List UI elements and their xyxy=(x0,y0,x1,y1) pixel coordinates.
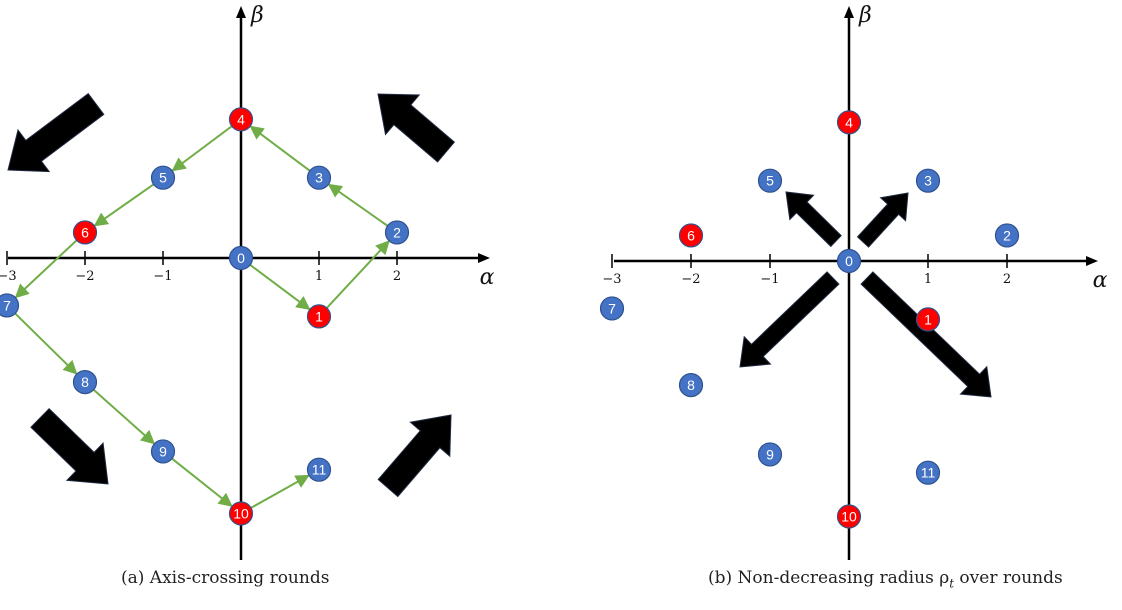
path-arrow-9-10 xyxy=(170,457,233,507)
beta-axis-arrowhead xyxy=(236,6,246,18)
node-0 xyxy=(836,248,862,274)
node-6 xyxy=(678,223,704,248)
node-label-11: 11 xyxy=(312,462,327,478)
node-label-9: 9 xyxy=(766,446,774,462)
radial-arrow-down-right xyxy=(860,271,992,398)
caption-b-text: (b) Non-decreasing radius ρ xyxy=(708,568,950,588)
node-6 xyxy=(72,220,98,245)
caption-b-subscript: t xyxy=(949,576,955,591)
path-arrow-7-8 xyxy=(14,312,78,375)
node-label-5: 5 xyxy=(766,173,774,189)
alpha-axis-arrowhead xyxy=(1086,256,1098,266)
node-10 xyxy=(228,501,254,526)
x-tick-label: 2 xyxy=(1003,272,1011,287)
node-11 xyxy=(915,460,941,485)
node-label-4: 4 xyxy=(845,114,853,130)
alpha-axis-label: α xyxy=(480,265,495,290)
caption-b-tail: over rounds xyxy=(954,568,1063,588)
path-arrow-6-7 xyxy=(14,239,78,299)
node-label-9: 9 xyxy=(159,443,167,459)
x-tick-label: 2 xyxy=(393,269,401,284)
node-4 xyxy=(836,110,862,135)
x-tick-label: −3 xyxy=(0,269,17,284)
node-label-8: 8 xyxy=(687,377,695,393)
node-label-4: 4 xyxy=(237,111,245,127)
beta-axis-arrowhead xyxy=(844,6,854,18)
caption-a: (a) Axis-crossing rounds xyxy=(121,568,329,588)
x-tick-label: −2 xyxy=(681,272,700,287)
node-label-1: 1 xyxy=(924,311,932,327)
node-label-8: 8 xyxy=(81,374,89,390)
big-arrow-down-left xyxy=(7,92,105,173)
x-tick-label: −1 xyxy=(760,272,779,287)
node-2 xyxy=(384,220,410,245)
node-8 xyxy=(72,370,98,395)
node-label-10: 10 xyxy=(841,509,857,525)
x-tick-label: 1 xyxy=(315,269,323,284)
caption-b: (b) Non-decreasing radius ρt over rounds xyxy=(708,568,1063,590)
node-10 xyxy=(836,504,862,529)
node-0 xyxy=(228,245,254,271)
node-label-11: 11 xyxy=(921,465,936,481)
path-arrow-3-4 xyxy=(249,125,311,172)
node-label-6: 6 xyxy=(687,227,695,243)
node-1 xyxy=(915,307,941,332)
node-1 xyxy=(306,304,332,329)
node-9 xyxy=(150,439,176,464)
path-arrow-2-3 xyxy=(327,183,389,227)
node-3 xyxy=(915,168,941,193)
node-label-7: 7 xyxy=(608,300,616,316)
node-label-10: 10 xyxy=(233,506,249,522)
node-label-6: 6 xyxy=(81,224,89,240)
big-arrow-up-left xyxy=(377,93,456,163)
path-arrow-10-11 xyxy=(250,474,310,509)
radial-arrow-down-left xyxy=(739,271,840,368)
x-tick-label: 1 xyxy=(924,272,932,287)
node-label-0: 0 xyxy=(237,250,245,266)
path-arrow-4-5 xyxy=(171,125,233,172)
node-2 xyxy=(994,223,1020,248)
node-5 xyxy=(757,168,783,193)
radial-arrow-up-right xyxy=(856,192,909,248)
node-label-2: 2 xyxy=(393,224,401,240)
radial-arrow-up-left xyxy=(785,191,842,248)
node-label-2: 2 xyxy=(1003,227,1011,243)
path-arrow-1-2 xyxy=(325,240,390,310)
alpha-axis-arrowhead xyxy=(478,253,490,263)
x-tick-label: −3 xyxy=(602,272,621,287)
figure-canvas: α β −3 −2 −1 1 2 0 1 2 3 4 5 6 7 8 9 10 11 α β −3 −2 −1 1 2 0 1 2 3 4 5… xyxy=(0,3,1108,560)
big-arrow-up-right xyxy=(377,414,452,498)
node-4 xyxy=(228,107,254,132)
node-3 xyxy=(306,165,332,190)
node-7 xyxy=(599,296,625,321)
path-arrow-5-6 xyxy=(93,183,155,227)
big-arrow-down-right xyxy=(30,407,109,485)
x-tick-label: −2 xyxy=(75,269,94,284)
node-label-5: 5 xyxy=(159,170,167,186)
node-label-3: 3 xyxy=(315,170,323,186)
path-arrow-8-9 xyxy=(92,388,156,445)
beta-axis-label: β xyxy=(858,3,872,28)
node-9 xyxy=(757,442,783,467)
node-5 xyxy=(150,165,176,190)
x-tick-label: −1 xyxy=(153,269,172,284)
node-7 xyxy=(0,293,20,318)
node-label-3: 3 xyxy=(924,173,932,189)
alpha-axis-label: α xyxy=(1093,268,1108,293)
node-label-0: 0 xyxy=(845,253,853,269)
beta-axis-label: β xyxy=(250,3,264,28)
caption-a-text: (a) Axis-crossing rounds xyxy=(121,568,330,588)
node-11 xyxy=(306,457,332,482)
node-8 xyxy=(678,373,704,398)
node-label-7: 7 xyxy=(3,297,11,313)
path-arrow-0-1 xyxy=(249,263,311,311)
node-label-1: 1 xyxy=(315,308,323,324)
